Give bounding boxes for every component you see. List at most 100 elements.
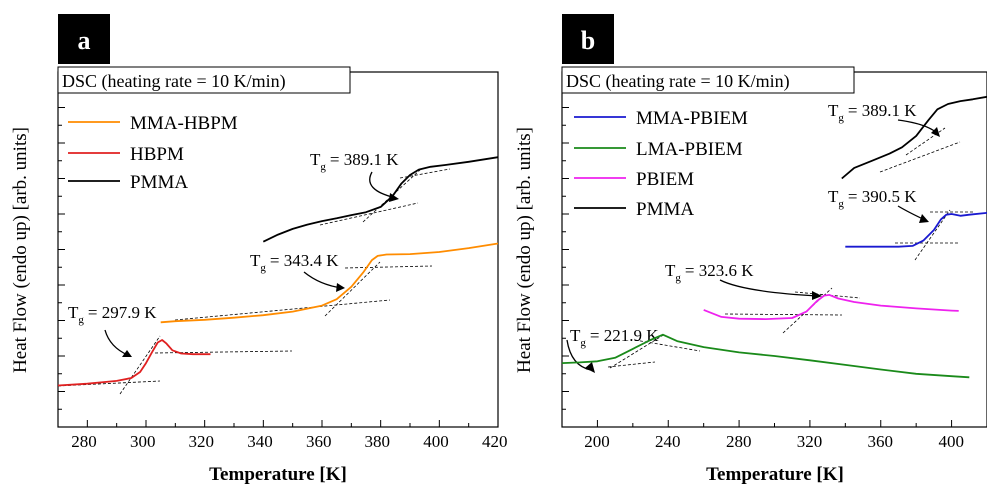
- b-legend-label-pmma: PMMA: [636, 199, 694, 220]
- a-ann-389-val: = 389.1 K: [330, 150, 399, 169]
- a-tangent-pmma-slope: [362, 169, 421, 223]
- a-xtick-label-300: 300: [130, 432, 156, 451]
- b-ann-221-T: T: [570, 326, 581, 345]
- panel-a-badge: [58, 14, 110, 64]
- b-arrow-389: [897, 119, 939, 135]
- a-annotation-389: Tg = 389.1 K: [310, 150, 399, 173]
- a-ann-343-sub: g: [260, 262, 266, 274]
- b-arrowhead-389: [931, 127, 940, 137]
- b-annotation-390: Tg = 390.5 K: [828, 187, 917, 210]
- a-ann-343-val: = 343.4 K: [270, 251, 339, 270]
- a-xtick-label-340: 340: [247, 432, 273, 451]
- b-ann-389-T: T: [828, 101, 839, 120]
- a-xtick-label-400: 400: [423, 432, 449, 451]
- b-ann-323-sub: g: [675, 272, 681, 284]
- b-series-line-mma-pbiem: [845, 212, 987, 248]
- b-xtick-label-240: 240: [655, 432, 681, 451]
- a-legend-label-hbpm: HBPM: [130, 144, 184, 165]
- b-series-line-pbiem: [703, 294, 959, 320]
- b-ann-221-sub: g: [580, 337, 586, 349]
- a-tangent-mma-base: [174, 299, 391, 321]
- a-series-line-mma-hbpm: [160, 242, 499, 324]
- a-xtick-label-320: 320: [189, 432, 215, 451]
- b-series-line-pmma: [841, 95, 987, 180]
- a-xtick-label-380: 380: [365, 432, 391, 451]
- b-legend-label-pbiem: PBIEM: [636, 169, 694, 190]
- b-tangent-pbiem-base: [724, 313, 843, 316]
- a-arrow-343: [303, 271, 343, 289]
- a-tangent-mma-top: [344, 265, 433, 269]
- a-ann-297-T: T: [68, 303, 79, 322]
- a-ann-297-val: = 297.9 K: [88, 303, 157, 322]
- b-annotation-323: Tg = 323.6 K: [665, 261, 754, 284]
- panel-b-series: [561, 95, 987, 379]
- b-ann-390-sub: g: [838, 198, 844, 210]
- b-tangent-lines: [607, 127, 975, 369]
- a-arrowhead-297: [122, 350, 132, 357]
- panel-a-frame: [57, 71, 499, 428]
- panel-b-letter: b: [581, 26, 595, 55]
- a-arrowhead-343: [336, 283, 345, 292]
- b-annotation-389: Tg = 389.1 K: [828, 101, 917, 124]
- a-xtick-label-420: 420: [482, 432, 508, 451]
- a-dsc-box: [57, 66, 351, 94]
- b-dsc-label: DSC (heating rate = 10 K/min): [566, 71, 790, 92]
- a-x-axis-title: Temperature [K]: [209, 464, 347, 485]
- panel-b-x-ticks: [561, 420, 987, 427]
- a-tangent-hbpm-slope: [119, 335, 161, 395]
- a-ann-297-sub: g: [78, 314, 84, 326]
- a-tangent-lines: [57, 168, 451, 395]
- panel-b-badge: [562, 14, 614, 64]
- b-xtick-label-320: 320: [797, 432, 823, 451]
- a-tangent-pmma-base: [319, 202, 419, 226]
- a-tangent-pmma-top: [399, 168, 451, 179]
- panel-a-x-ticks: [57, 420, 499, 427]
- a-ann-389-T: T: [310, 150, 321, 169]
- b-ann-390-val: = 390.5 K: [848, 187, 917, 206]
- b-legend-label-lma-pbiem: LMA-PBIEM: [636, 139, 743, 160]
- b-legend: MMA-PBIEM LMA-PBIEM PBIEM PMMA: [574, 108, 748, 220]
- panel-a-y-ticks: [58, 71, 65, 428]
- b-ann-389-sub: g: [838, 112, 844, 124]
- a-annotation-343: Tg = 343.4 K: [250, 251, 339, 274]
- b-legend-label-mma-pbiem: MMA-PBIEM: [636, 108, 748, 129]
- b-tangent-mma-slope: [914, 209, 951, 261]
- b-arrowhead-323: [812, 291, 822, 300]
- b-y-axis-title: Heat Flow (endo up) [arb. units]: [514, 127, 535, 373]
- a-xtick-label-360: 360: [306, 432, 332, 451]
- b-xtick-label-400: 400: [938, 432, 964, 451]
- b-arrow-323: [719, 279, 819, 297]
- b-ann-221-val: = 221.9 K: [590, 326, 659, 345]
- b-ann-390-T: T: [828, 187, 839, 206]
- a-ann-389-sub: g: [320, 161, 326, 173]
- a-series-line-pmma: [262, 156, 499, 243]
- b-annotation-221: Tg = 221.9 K: [570, 326, 659, 349]
- b-xtick-label-360: 360: [868, 432, 894, 451]
- b-ann-323-T: T: [665, 261, 676, 280]
- b-tangent-pmma-base: [879, 141, 961, 173]
- panel-a: a 280 300 320 340 360 380 400 420 Temper…: [10, 14, 507, 485]
- b-arrowheads: [585, 127, 940, 373]
- b-series-line-lma-pbiem: [561, 333, 970, 379]
- a-xtick-label-280: 280: [71, 432, 97, 451]
- b-xtick-label-200: 200: [584, 432, 610, 451]
- b-xtick-label-280: 280: [726, 432, 752, 451]
- a-arrowhead-389: [389, 193, 399, 202]
- b-tangent-pmma-slope: [905, 127, 946, 156]
- panel-b: b 200 240 280 320 360 400 Temperature [K…: [514, 14, 987, 485]
- a-ann-343-T: T: [250, 251, 261, 270]
- b-ann-323-val: = 323.6 K: [685, 261, 754, 280]
- b-tangent-lma-slope: [609, 333, 666, 369]
- a-legend-label-pmma: PMMA: [130, 172, 188, 193]
- a-arrow-389: [369, 171, 397, 199]
- a-series-line-hbpm: [57, 339, 211, 387]
- b-x-axis-title: Temperature [K]: [706, 464, 844, 485]
- b-dsc-box: [561, 66, 855, 94]
- a-y-axis-title: Heat Flow (endo up) [arb. units]: [10, 127, 31, 373]
- b-arrowhead-390: [919, 214, 929, 223]
- panel-b-y-ticks: [562, 71, 569, 428]
- b-tangent-lma-base: [607, 361, 656, 368]
- panel-a-letter: a: [78, 26, 91, 55]
- a-dsc-label: DSC (heating rate = 10 K/min): [62, 71, 286, 92]
